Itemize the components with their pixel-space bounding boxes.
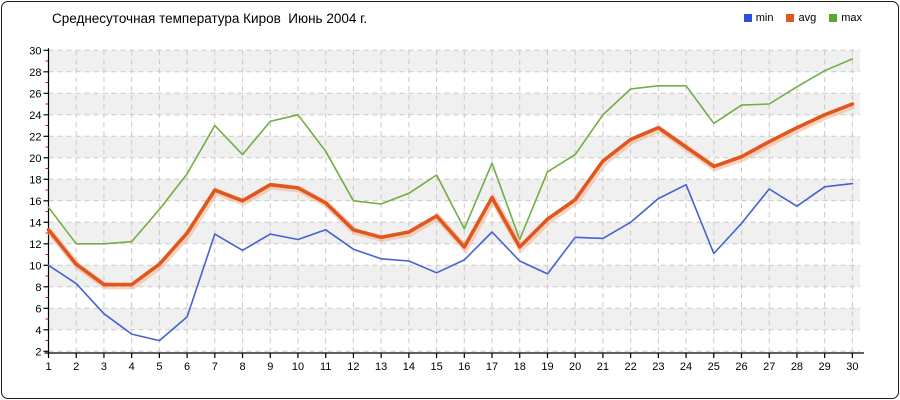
x-tick-label: 5 (156, 361, 162, 373)
y-tick-label: 2 (35, 346, 41, 358)
y-tick-label: 18 (29, 174, 41, 186)
x-tick-label: 1 (45, 361, 51, 373)
y-tick-label: 8 (35, 282, 41, 294)
legend-item-avg: avg (786, 12, 816, 24)
chart-title: Среднесуточная температура Киров Июнь 20… (52, 11, 368, 26)
x-tick-label: 21 (597, 361, 609, 373)
avg-series-swatch-icon (786, 14, 795, 22)
x-tick-label: 6 (184, 361, 190, 373)
x-tick-label: 3 (101, 361, 107, 373)
y-tick-label: 16 (29, 196, 41, 208)
x-tick-label: 9 (267, 361, 273, 373)
x-tick-label: 22 (624, 361, 636, 373)
x-tick-label: 15 (430, 361, 442, 373)
x-tick-label: 28 (791, 361, 803, 373)
legend-label-max: max (841, 12, 862, 24)
x-tick-label: 7 (212, 361, 218, 373)
legend-item-max: max (829, 12, 862, 24)
max-series-swatch-icon (829, 14, 838, 22)
x-tick-label: 24 (680, 361, 692, 373)
x-tick-label: 10 (292, 361, 304, 373)
x-tick-label: 29 (819, 361, 831, 373)
x-tick-label: 20 (569, 361, 581, 373)
legend-label-min: min (755, 12, 774, 24)
x-tick-label: 16 (458, 361, 470, 373)
y-tick-label: 20 (29, 153, 41, 165)
y-tick-label: 28 (29, 67, 41, 79)
series-max-line (47, 58, 854, 245)
series-min-line (47, 182, 854, 342)
x-tick-label: 23 (652, 361, 664, 373)
legend: min avg max (743, 12, 862, 24)
x-tick-label: 13 (375, 361, 387, 373)
plot-bands (48, 50, 860, 352)
x-tick-label: 30 (846, 361, 858, 373)
y-tick-label: 12 (29, 239, 41, 251)
y-tick-label: 14 (29, 217, 41, 229)
x-tick-label: 14 (403, 361, 415, 373)
x-tick-label: 8 (239, 361, 245, 373)
min-series-swatch-icon (743, 14, 752, 22)
x-tick-label: 4 (129, 361, 135, 373)
x-axis-ticks: 1 2 3 4 5 6 7 8 9 10 11 12 13 14 15 16 17 18 19 20 21 22 23 24 2… (45, 353, 859, 373)
x-tick-label: 18 (514, 361, 526, 373)
y-tick-label: 6 (35, 303, 41, 315)
x-tick-label: 25 (708, 361, 720, 373)
y-tick-label: 30 (29, 45, 41, 57)
y-tick-label: 10 (29, 260, 41, 272)
x-tick-label: 11 (320, 361, 331, 373)
y-tick-label: 4 (35, 325, 41, 337)
x-tick-label: 2 (73, 361, 79, 373)
gridlines (48, 49, 860, 352)
y-tick-label: 24 (29, 110, 41, 122)
y-tick-label: 26 (29, 88, 41, 100)
y-tick-label: 22 (29, 131, 41, 143)
x-tick-label: 27 (763, 361, 775, 373)
legend-label-avg: avg (798, 12, 817, 24)
legend-item-min: min (743, 12, 774, 24)
x-tick-label: 26 (735, 361, 747, 373)
x-tick-label: 17 (486, 361, 498, 373)
x-tick-label: 12 (347, 361, 359, 373)
x-tick-label: 19 (541, 361, 553, 373)
series-avg-line (46, 102, 855, 287)
